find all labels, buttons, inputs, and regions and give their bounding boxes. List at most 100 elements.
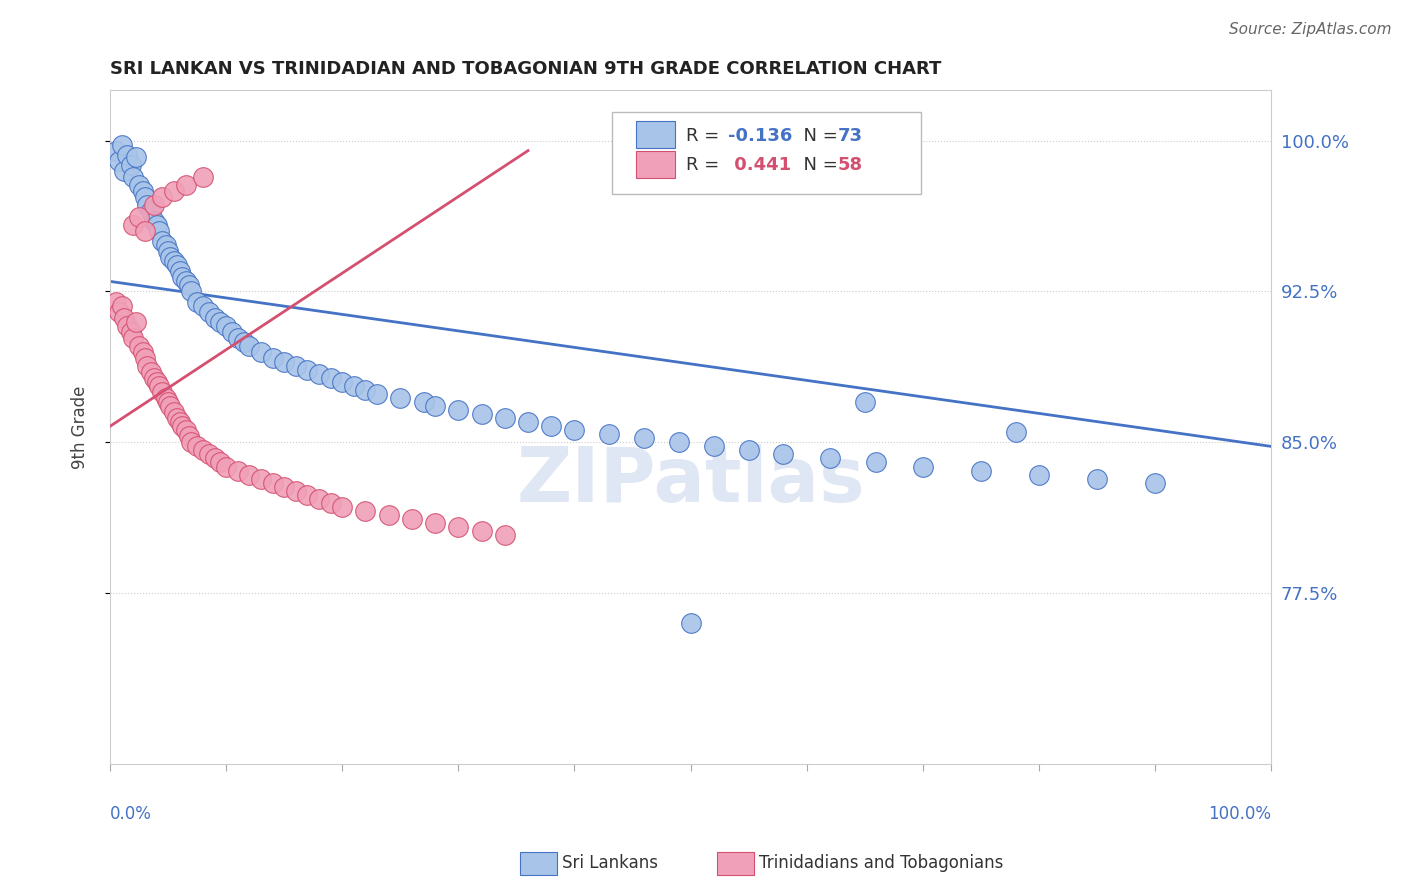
Point — [163, 254, 186, 268]
Point — [853, 395, 876, 409]
Point — [111, 299, 134, 313]
Point — [319, 496, 342, 510]
Point — [354, 504, 377, 518]
Point — [191, 169, 214, 184]
Point — [319, 371, 342, 385]
Point — [250, 344, 273, 359]
Point — [1143, 475, 1166, 490]
Point — [124, 315, 146, 329]
Point — [1085, 472, 1108, 486]
Text: 0.0%: 0.0% — [110, 805, 152, 822]
Point — [232, 334, 254, 349]
Point — [170, 419, 193, 434]
Point — [180, 435, 202, 450]
Text: N =: N = — [792, 127, 844, 145]
Point — [150, 385, 173, 400]
Point — [163, 405, 186, 419]
Point — [111, 137, 134, 152]
Point — [155, 238, 177, 252]
Point — [494, 411, 516, 425]
Y-axis label: 9th Grade: 9th Grade — [72, 385, 89, 469]
Point — [134, 190, 156, 204]
Point — [330, 500, 353, 514]
Point — [124, 150, 146, 164]
Point — [177, 429, 200, 443]
Point — [377, 508, 399, 522]
Point — [108, 153, 131, 168]
Point — [273, 480, 295, 494]
Point — [401, 512, 423, 526]
Point — [354, 383, 377, 397]
Point — [120, 325, 142, 339]
Point — [163, 184, 186, 198]
Point — [169, 264, 191, 278]
Point — [112, 310, 135, 325]
Point — [598, 427, 620, 442]
Point — [412, 395, 434, 409]
Point — [447, 403, 470, 417]
Text: SRI LANKAN VS TRINIDADIAN AND TOBAGONIAN 9TH GRADE CORRELATION CHART: SRI LANKAN VS TRINIDADIAN AND TOBAGONIAN… — [110, 60, 942, 78]
Point — [148, 224, 170, 238]
Point — [262, 351, 284, 365]
Point — [122, 218, 145, 232]
Point — [679, 616, 702, 631]
Point — [143, 198, 166, 212]
Point — [204, 310, 226, 325]
Point — [150, 190, 173, 204]
Point — [221, 325, 243, 339]
Point — [166, 258, 188, 272]
Point — [117, 318, 139, 333]
Text: ZIPatlas: ZIPatlas — [516, 444, 865, 518]
Point — [131, 344, 153, 359]
Point — [136, 198, 159, 212]
Point — [174, 423, 197, 437]
Point — [122, 169, 145, 184]
Point — [191, 299, 214, 313]
Point — [128, 210, 150, 224]
Point — [262, 475, 284, 490]
Point — [150, 234, 173, 248]
Point — [1028, 467, 1050, 482]
Point — [308, 367, 330, 381]
Point — [238, 339, 260, 353]
Point — [157, 395, 180, 409]
Text: N =: N = — [792, 156, 844, 174]
Text: -0.136: -0.136 — [728, 127, 793, 145]
Point — [204, 451, 226, 466]
Point — [471, 524, 494, 538]
Point — [186, 294, 208, 309]
Text: 0.441: 0.441 — [728, 156, 792, 174]
Point — [159, 399, 181, 413]
Text: 58: 58 — [838, 156, 863, 174]
Point — [128, 178, 150, 192]
Point — [297, 363, 319, 377]
Point — [134, 224, 156, 238]
Text: R =: R = — [686, 156, 725, 174]
Point — [343, 379, 366, 393]
Point — [215, 459, 238, 474]
Point — [330, 375, 353, 389]
Point — [117, 147, 139, 161]
Point — [865, 455, 887, 469]
Text: Trinidadians and Tobagonians: Trinidadians and Tobagonians — [759, 855, 1004, 872]
Point — [145, 218, 167, 232]
Point — [148, 379, 170, 393]
Point — [297, 488, 319, 502]
Point — [209, 315, 232, 329]
Point — [238, 467, 260, 482]
Point — [911, 459, 934, 474]
Point — [366, 387, 388, 401]
Point — [136, 359, 159, 373]
Point — [215, 318, 238, 333]
Point — [226, 331, 249, 345]
Point — [157, 244, 180, 259]
Point — [128, 339, 150, 353]
Point — [772, 447, 794, 461]
Text: R =: R = — [686, 127, 725, 145]
Point — [494, 528, 516, 542]
Point — [273, 355, 295, 369]
Point — [191, 443, 214, 458]
Point — [389, 391, 412, 405]
Point — [139, 204, 162, 219]
Point — [703, 439, 725, 453]
